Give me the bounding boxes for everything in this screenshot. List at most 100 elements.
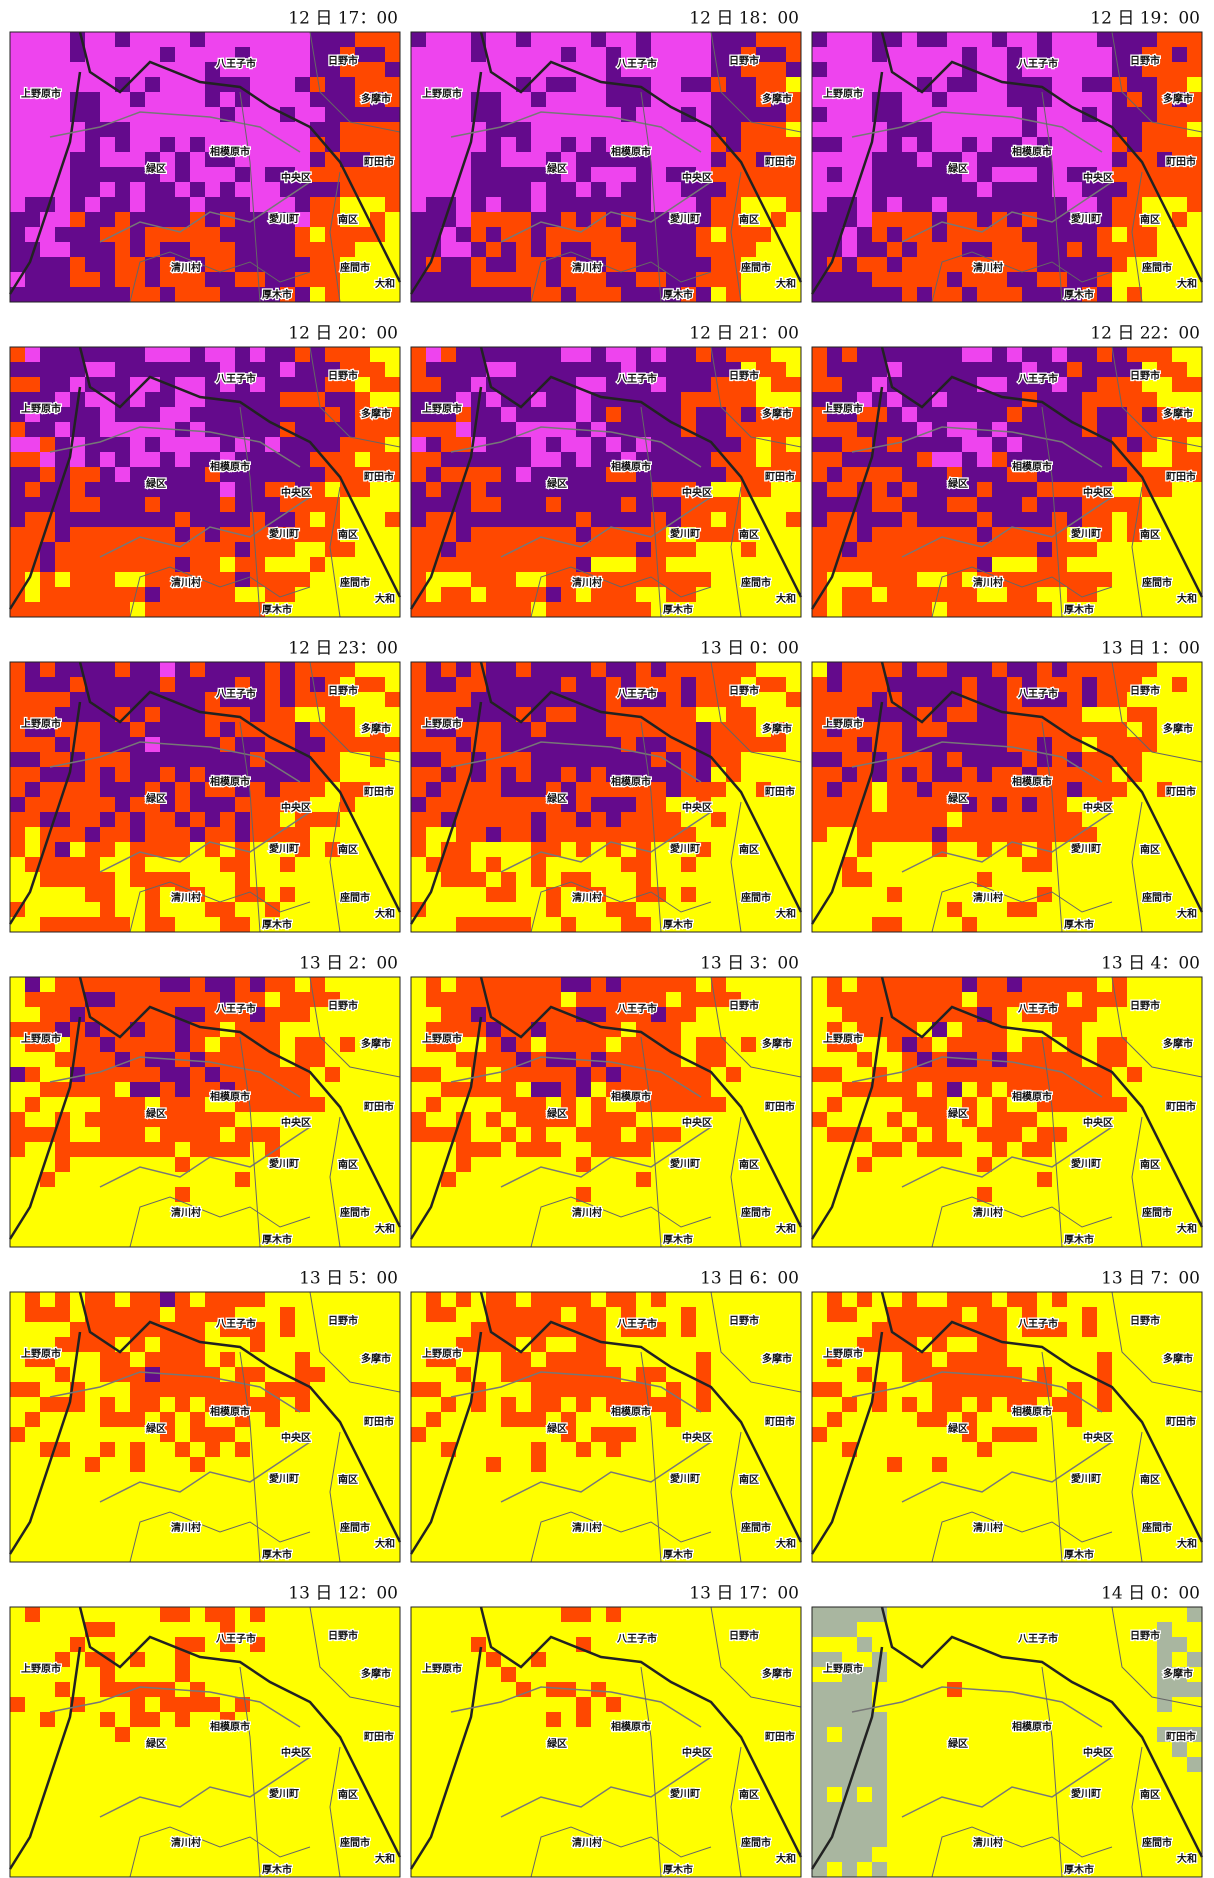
map-cell <box>115 1007 130 1022</box>
map-cell <box>100 497 115 512</box>
map-cell <box>992 197 1007 212</box>
map-cell <box>100 1187 115 1202</box>
map-cell <box>696 662 711 677</box>
map-cell <box>741 197 756 212</box>
map-cell <box>962 707 977 722</box>
map-cell <box>501 257 516 272</box>
map-cell <box>546 452 561 467</box>
map-cell <box>651 467 666 482</box>
map-cell <box>531 992 546 1007</box>
map-cell <box>385 662 400 677</box>
map-cell <box>501 677 516 692</box>
map-cell <box>501 152 516 167</box>
map-cell <box>1037 512 1052 527</box>
map-cell <box>1097 692 1112 707</box>
map-cell <box>190 827 205 842</box>
map-cell <box>220 197 235 212</box>
map-cell <box>902 602 917 617</box>
map-cell <box>501 992 516 1007</box>
map-cell <box>175 362 190 377</box>
map-cell <box>756 77 771 92</box>
map-cell <box>85 212 100 227</box>
map-cell <box>85 737 100 752</box>
map-cell <box>857 32 872 47</box>
map-cell <box>145 587 160 602</box>
map-cell <box>857 857 872 872</box>
map-cell <box>295 1007 310 1022</box>
map-cell <box>1052 767 1067 782</box>
map-cell <box>100 722 115 737</box>
map-cell <box>786 857 801 872</box>
map-cell <box>1037 167 1052 182</box>
map-cell <box>385 1127 400 1142</box>
map-cell <box>771 752 786 767</box>
map-cell <box>295 347 310 362</box>
map-cell <box>741 122 756 137</box>
map-cell <box>977 167 992 182</box>
map-cell <box>827 422 842 437</box>
map-cell <box>741 32 756 47</box>
map-cell <box>932 152 947 167</box>
map-cell <box>70 1007 85 1022</box>
map-cell <box>827 437 842 452</box>
map-cell <box>250 392 265 407</box>
map-cell <box>100 782 115 797</box>
map-cell <box>561 347 576 362</box>
map-cell <box>756 797 771 812</box>
map-cell <box>235 482 250 497</box>
map-cell <box>741 707 756 722</box>
map-cell <box>857 422 872 437</box>
map-cell <box>902 842 917 857</box>
map-cell <box>1037 587 1052 602</box>
map-cell <box>1172 437 1187 452</box>
map-cell <box>340 92 355 107</box>
map-cell <box>145 812 160 827</box>
place-label: 上野原市 <box>823 87 863 100</box>
map-cell <box>666 977 681 992</box>
map-cell <box>962 212 977 227</box>
map-cell <box>741 767 756 782</box>
map-cell <box>340 1082 355 1097</box>
map-cell <box>220 1217 235 1232</box>
map-cell <box>932 587 947 602</box>
map-cell <box>516 452 531 467</box>
map-cell <box>917 182 932 197</box>
map-cell <box>827 452 842 467</box>
map-cell <box>250 422 265 437</box>
map-cell <box>220 1202 235 1217</box>
map-cell <box>1127 887 1142 902</box>
map-cell <box>576 767 591 782</box>
map-cell <box>1142 272 1157 287</box>
map-cell <box>100 467 115 482</box>
map-cell <box>1082 122 1097 137</box>
map-cell <box>842 137 857 152</box>
map-cell <box>190 1067 205 1082</box>
map-cell <box>115 797 130 812</box>
map-cell <box>235 812 250 827</box>
map-cell <box>501 872 516 887</box>
map-cell <box>932 467 947 482</box>
map-cell <box>591 557 606 572</box>
map-cell <box>70 812 85 827</box>
map-cell <box>441 377 456 392</box>
map-cell <box>591 977 606 992</box>
map-cell <box>325 422 340 437</box>
place-label: 清川村 <box>171 891 201 904</box>
map-cell <box>711 272 726 287</box>
map-cell <box>145 737 160 752</box>
map-cell <box>40 242 55 257</box>
map-cell <box>10 452 25 467</box>
map-cell <box>651 542 666 557</box>
map-cell <box>25 362 40 377</box>
map-cell <box>636 722 651 737</box>
map-cell <box>516 542 531 557</box>
map-cell <box>471 62 486 77</box>
map-cell <box>250 1097 265 1112</box>
map-cell <box>786 197 801 212</box>
map-cell <box>1157 857 1172 872</box>
map-cell <box>546 1037 561 1052</box>
map-cell <box>10 512 25 527</box>
map-cell <box>947 242 962 257</box>
map-cell <box>325 1052 340 1067</box>
map-cell <box>1187 227 1202 242</box>
